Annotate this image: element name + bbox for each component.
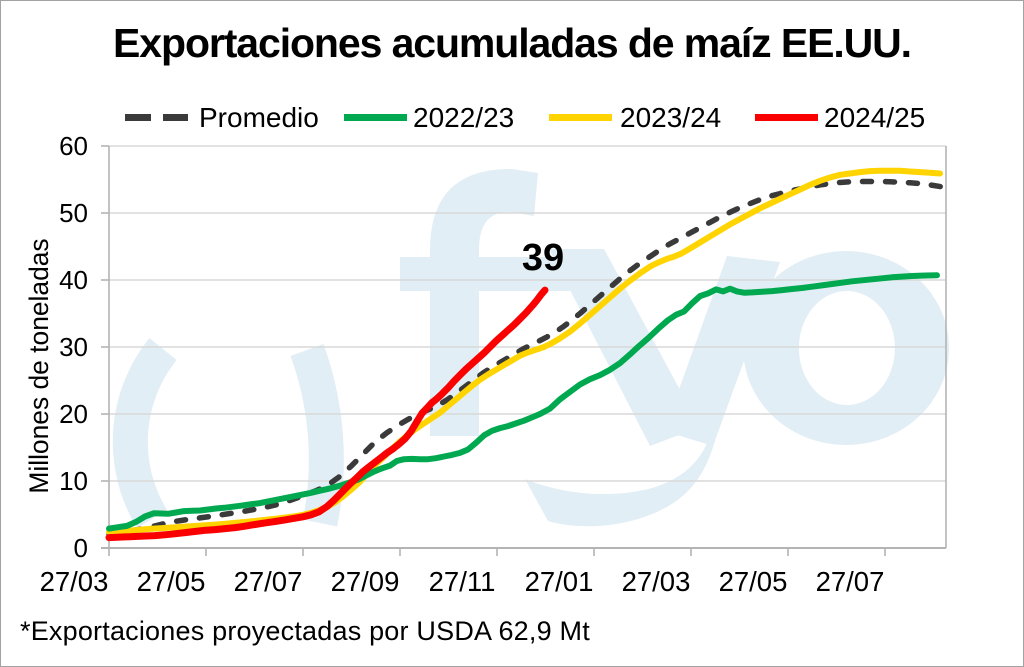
svg-text:39: 39	[522, 237, 564, 279]
